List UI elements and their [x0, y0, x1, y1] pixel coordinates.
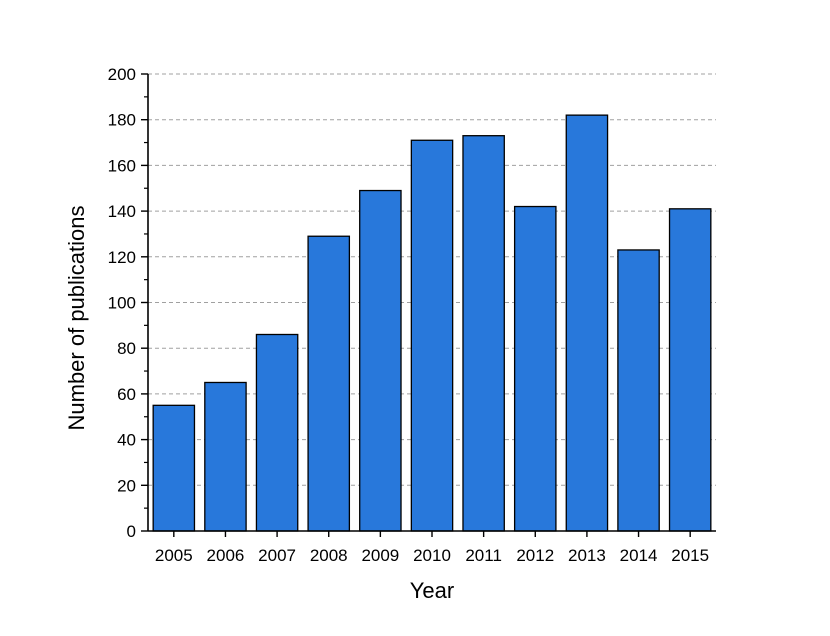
x-tick-label: 2014 — [620, 546, 658, 565]
x-tick-label: 2006 — [207, 546, 245, 565]
x-tick-label: 2007 — [258, 546, 296, 565]
axes — [141, 73, 716, 537]
x-tick-label: 2010 — [413, 546, 451, 565]
bar-2007 — [255, 333, 299, 532]
bar-2013 — [565, 114, 609, 532]
bar-2014 — [617, 249, 660, 532]
bars — [152, 114, 712, 532]
bar-2011 — [462, 135, 505, 532]
bar-2010 — [410, 139, 454, 532]
y-tick-label: 40 — [117, 431, 136, 450]
x-tick-label: 2009 — [361, 546, 399, 565]
bar-2015 — [668, 208, 712, 532]
bar-2012 — [513, 205, 557, 532]
x-tick-labels: 2005 2006 2007 2008 2009 2010 2011 2012 2013 2014… — [155, 546, 709, 565]
x-tick-label: 2013 — [568, 546, 606, 565]
y-tick-label: 0 — [127, 522, 136, 541]
y-tick-label: 100 — [108, 294, 136, 313]
x-axis-title: Year — [410, 578, 454, 603]
y-tick-label: 20 — [117, 476, 136, 495]
x-tick-label: 2012 — [516, 546, 554, 565]
bar-2009 — [359, 189, 402, 532]
y-axis-title: Number of publications — [64, 205, 89, 430]
x-tick-label: 2011 — [465, 546, 502, 565]
bar-2005 — [152, 404, 196, 532]
y-tick-labels: 0 20 40 60 80 100 120 140 160 180 200 — [108, 65, 136, 541]
bar-2006 — [204, 381, 247, 532]
y-tick-label: 140 — [108, 202, 136, 221]
y-tick-label: 60 — [117, 385, 136, 404]
y-tick-label: 160 — [108, 156, 136, 175]
y-tick-label: 80 — [117, 339, 136, 358]
x-tick-label: 2008 — [310, 546, 348, 565]
x-tick-label: 2015 — [671, 546, 709, 565]
y-tick-label: 180 — [108, 111, 136, 130]
bar-2008 — [307, 235, 351, 532]
y-tick-label: 200 — [108, 65, 136, 84]
x-tick-label: 2005 — [155, 546, 193, 565]
y-tick-label: 120 — [108, 248, 136, 267]
